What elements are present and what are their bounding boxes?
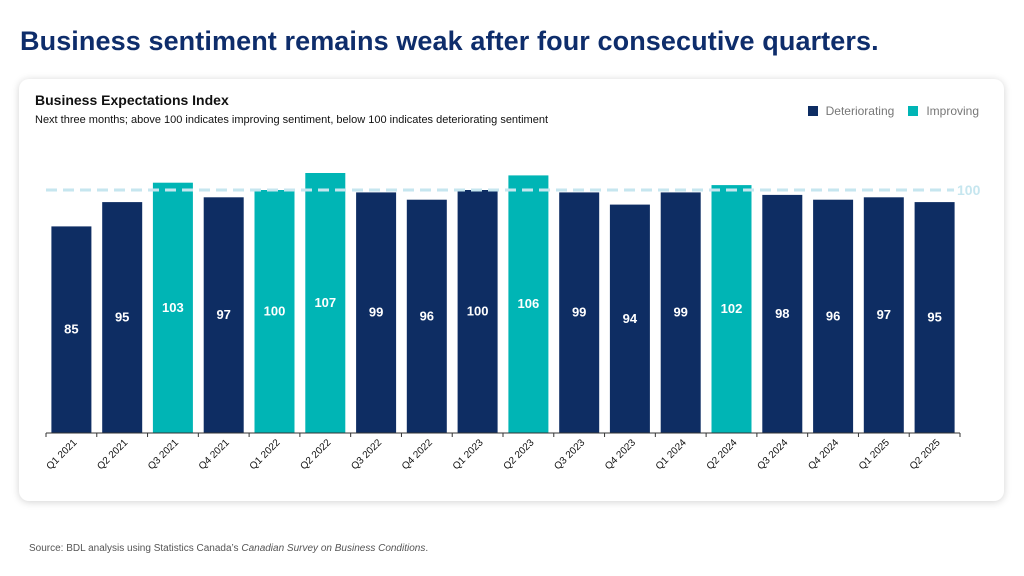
value-label-q4-2022: 96 bbox=[420, 308, 434, 323]
legend-item-deteriorating: Deteriorating bbox=[807, 104, 895, 118]
bar-q2-2023 bbox=[508, 175, 549, 433]
bar-q2-2024 bbox=[711, 185, 752, 433]
x-tick-label-q1-2021: Q1 2021 bbox=[45, 437, 80, 472]
source-note: Source: BDL analysis using Statistics Ca… bbox=[29, 543, 428, 554]
x-tick-label-q1-2024: Q1 2024 bbox=[654, 437, 689, 472]
bar-q4-2024 bbox=[813, 199, 854, 433]
x-tick-label-q2-2022: Q2 2022 bbox=[299, 437, 334, 472]
bar-q4-2021 bbox=[203, 197, 244, 433]
bar-q1-2025 bbox=[863, 197, 904, 433]
chart-card: Business Expectations Index Next three m… bbox=[19, 79, 1004, 501]
bar-q4-2022 bbox=[406, 199, 447, 433]
x-tick-label-q4-2024: Q4 2024 bbox=[806, 437, 841, 472]
bar-q1-2022 bbox=[254, 190, 295, 433]
value-label-q1-2021: 85 bbox=[64, 322, 78, 337]
value-label-q2-2025: 95 bbox=[927, 310, 941, 325]
source-suffix: . bbox=[425, 543, 429, 554]
source-italic: Canadian Survey on Business Conditions bbox=[241, 543, 426, 554]
x-tick-label-q2-2024: Q2 2024 bbox=[705, 437, 740, 472]
x-tick-label-q4-2023: Q4 2023 bbox=[603, 437, 638, 472]
value-label-q3-2024: 98 bbox=[775, 306, 789, 321]
bar-q4-2023 bbox=[609, 204, 650, 433]
x-tick-label-q3-2021: Q3 2021 bbox=[146, 437, 181, 472]
value-label-q1-2022: 100 bbox=[264, 304, 286, 319]
value-label-q3-2022: 99 bbox=[369, 305, 383, 320]
x-tick-label-q2-2021: Q2 2021 bbox=[95, 437, 130, 472]
value-label-q4-2024: 96 bbox=[826, 308, 840, 323]
legend-item-improving: Improving bbox=[908, 104, 979, 118]
x-tick-label-q4-2022: Q4 2022 bbox=[400, 437, 435, 472]
chart-title: Business Expectations Index bbox=[35, 92, 229, 108]
value-label-q1-2024: 99 bbox=[673, 305, 687, 320]
bar-q1-2021 bbox=[51, 226, 92, 433]
page-title: Business sentiment remains weak after fo… bbox=[20, 26, 879, 56]
value-label-q2-2021: 95 bbox=[115, 310, 129, 325]
legend-swatch-improving bbox=[908, 106, 919, 116]
chart-subtitle: Next three months; above 100 indicates i… bbox=[35, 114, 549, 126]
bar-q2-2022 bbox=[305, 173, 346, 433]
x-tick-label-q1-2022: Q1 2022 bbox=[248, 437, 283, 472]
x-tick-label-q2-2025: Q2 2025 bbox=[908, 437, 943, 472]
value-label-q2-2022: 107 bbox=[314, 295, 336, 310]
value-label-q2-2023: 106 bbox=[518, 296, 540, 311]
bar-q3-2023 bbox=[559, 192, 600, 433]
x-tick-label-q4-2021: Q4 2021 bbox=[197, 437, 232, 472]
legend-label-deteriorating: Deteriorating bbox=[825, 104, 895, 118]
x-tick-label-q3-2022: Q3 2022 bbox=[349, 437, 384, 472]
bar-q1-2024 bbox=[660, 192, 701, 433]
bar-q3-2022 bbox=[356, 192, 397, 433]
value-label-q3-2023: 99 bbox=[572, 305, 586, 320]
legend-label-improving: Improving bbox=[926, 104, 979, 118]
value-label-q4-2021: 97 bbox=[216, 307, 230, 322]
source-prefix: Source: BDL analysis using Statistics Ca… bbox=[29, 543, 242, 554]
value-label-q1-2025: 97 bbox=[877, 307, 891, 322]
bar-q3-2024 bbox=[762, 194, 803, 433]
value-label-q2-2024: 102 bbox=[721, 301, 743, 316]
bar-chart: 100 85 95 103 97 100 107 99 96 100 106 99 94 99 102 98 9… bbox=[45, 173, 981, 472]
bar-q1-2023 bbox=[457, 190, 498, 433]
bar-q2-2021 bbox=[102, 202, 143, 433]
bar-q3-2021 bbox=[152, 182, 193, 433]
reference-line-label: 100 bbox=[957, 182, 981, 198]
x-tick-label-q1-2025: Q1 2025 bbox=[857, 437, 892, 472]
chart-legend: Deteriorating Improving bbox=[794, 104, 979, 118]
bar-q2-2025 bbox=[914, 202, 955, 433]
value-label-q1-2023: 100 bbox=[467, 304, 489, 319]
x-tick-label-q3-2023: Q3 2023 bbox=[552, 437, 587, 472]
value-label-q3-2021: 103 bbox=[162, 300, 184, 315]
x-tick-label-q1-2023: Q1 2023 bbox=[451, 437, 486, 472]
legend-swatch-deteriorating bbox=[807, 106, 818, 116]
value-label-q4-2023: 94 bbox=[623, 311, 638, 326]
x-tick-label-q2-2023: Q2 2023 bbox=[502, 437, 537, 472]
x-tick-label-q3-2024: Q3 2024 bbox=[756, 437, 791, 472]
